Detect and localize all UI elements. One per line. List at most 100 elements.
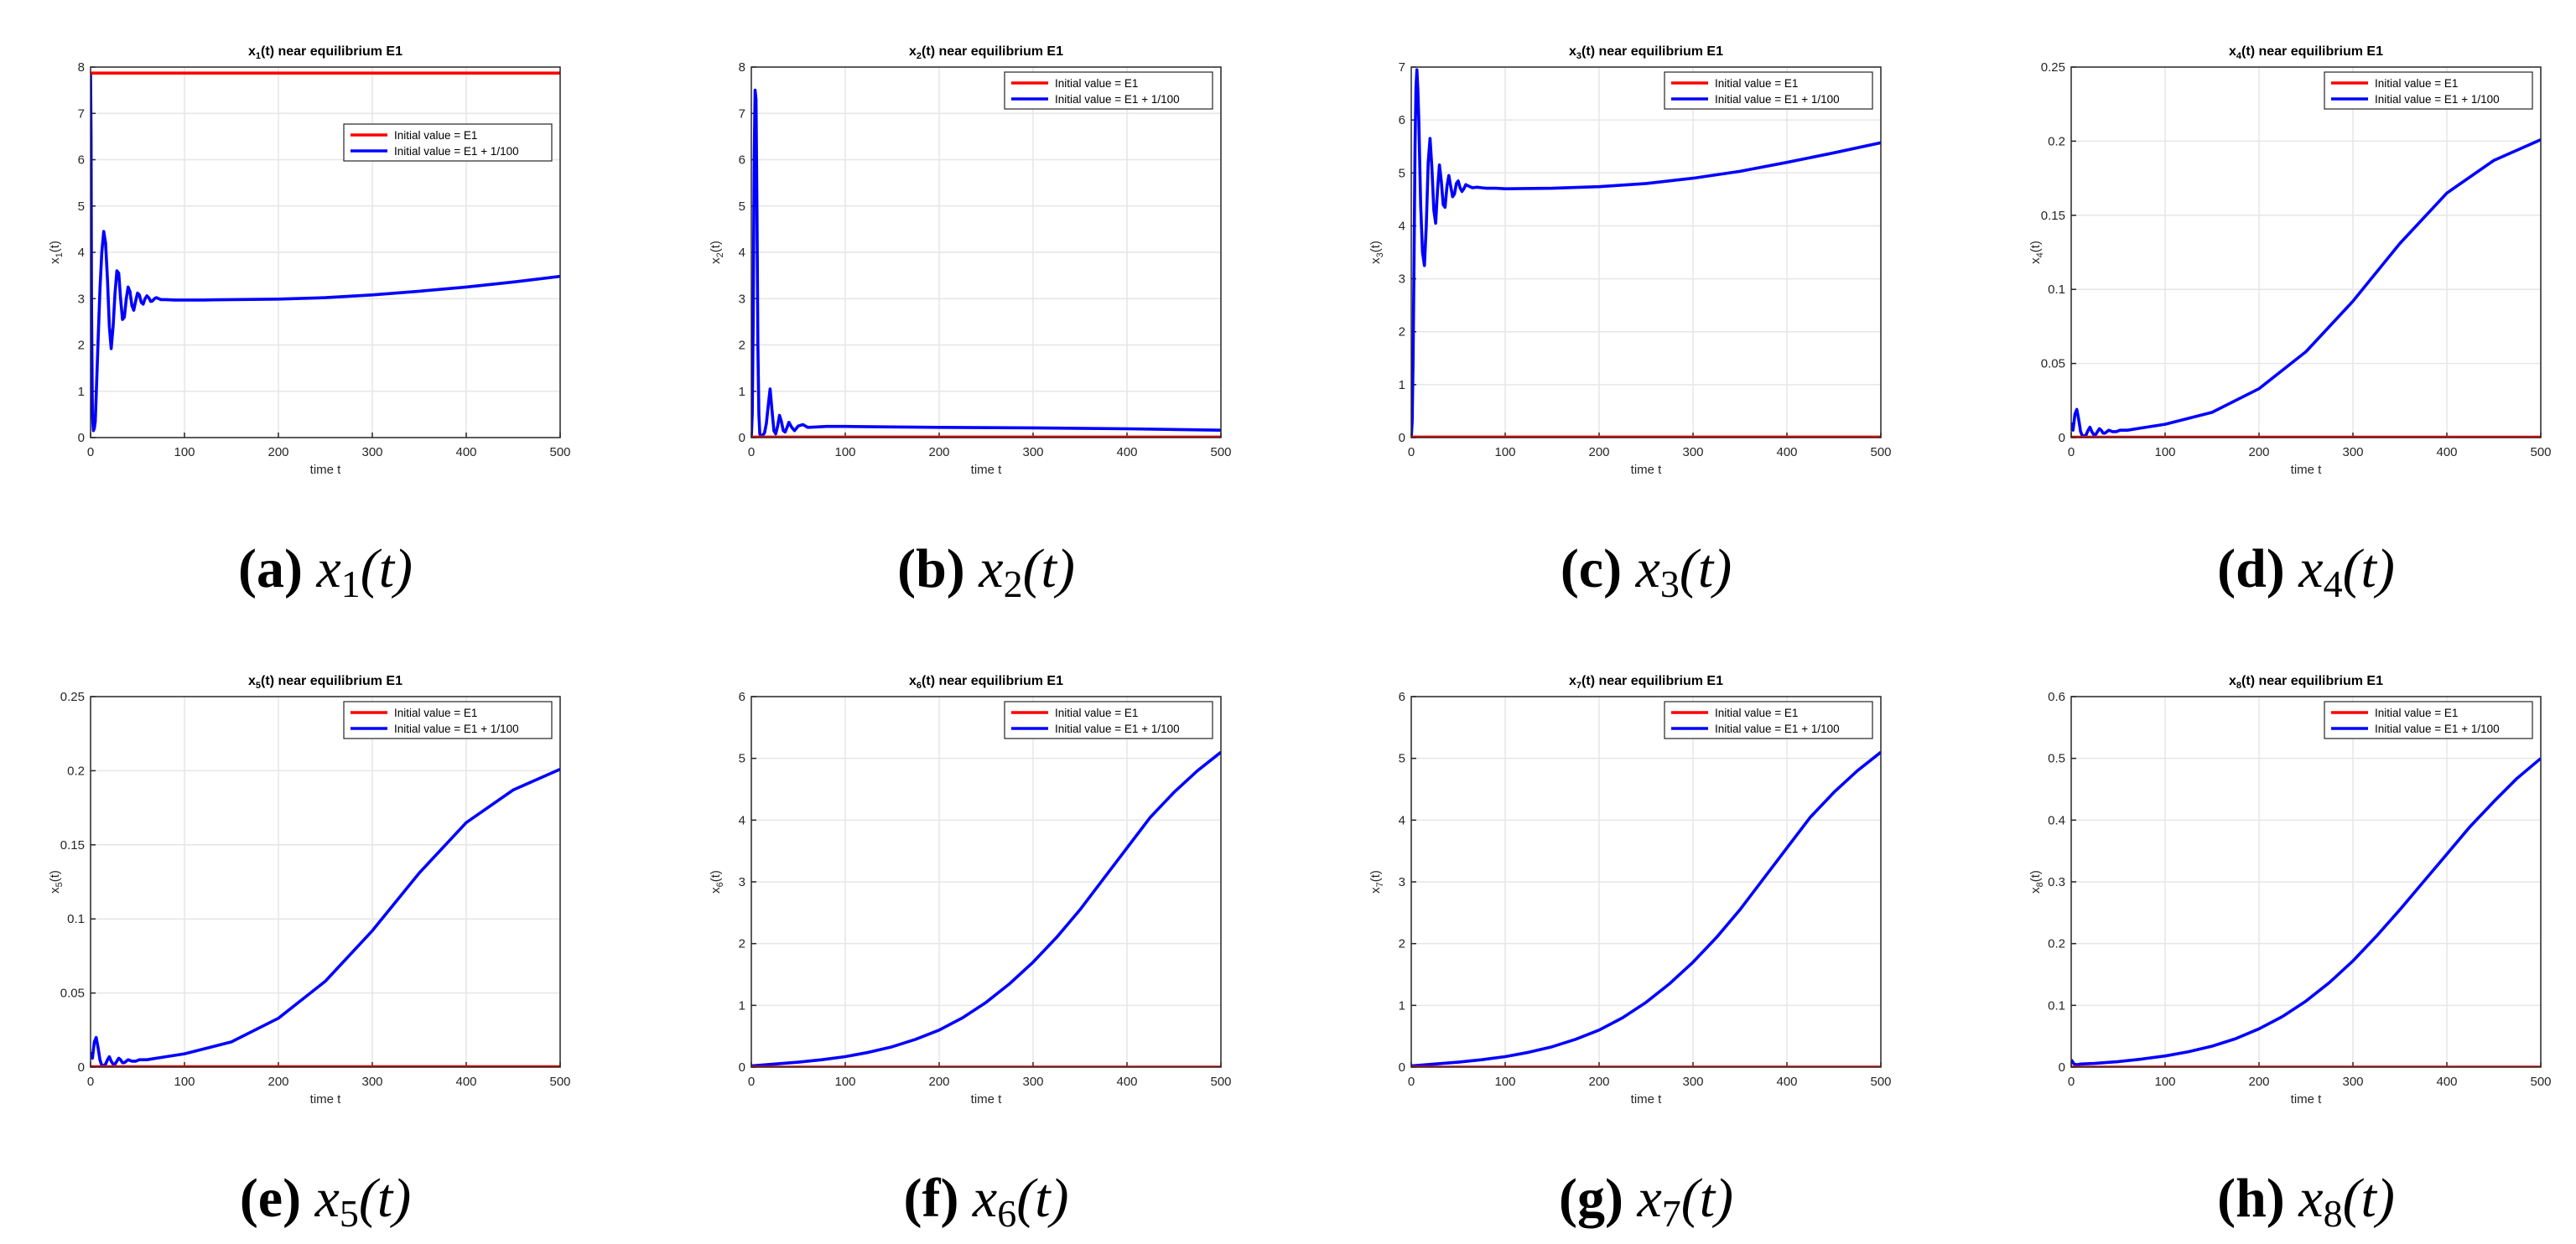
x-axis-label: time t: [310, 1092, 342, 1107]
y-tick-label: 4: [78, 246, 85, 260]
legend: Initial value = E1 Initial value = E1 + 1…: [343, 123, 553, 162]
y-tick-label: 5: [739, 200, 745, 214]
y-tick-label: 0: [1399, 1060, 1405, 1075]
legend: Initial value = E1 Initial value = E1 + 1…: [1004, 71, 1213, 110]
y-tick-label: 4: [739, 813, 745, 827]
y-tick-label: 6: [739, 153, 745, 168]
x-tick-label: 400: [455, 445, 476, 459]
panel-caption: (h) x8(t): [2217, 1168, 2395, 1235]
y-tick-label: 0.1: [67, 912, 85, 926]
chart-panel-8: 0 100 200 300 400 500 0 0.1 0.2 0.3 0.4 0.5 0.6 x8(t)…: [2028, 674, 2552, 1235]
y-tick-label: 0: [2059, 431, 2065, 445]
x-tick-label: 500: [549, 445, 570, 459]
y-axis-label: x1(t): [48, 241, 65, 264]
y-axis-label: x8(t): [2028, 870, 2045, 894]
legend-entry: Initial value = E1: [394, 707, 477, 719]
chart-title: x7(t) near equilibrium E1: [1569, 674, 1723, 691]
chart-panel-4: 0 100 200 300 400 500 0 0.05 0.1 0.15 0.2 0.25 x4(t)…: [2028, 44, 2552, 605]
legend-entry: Initial value = E1 + 1/100: [1715, 93, 1840, 106]
y-tick-label: 0.1: [2048, 282, 2065, 297]
axes-box: [1410, 696, 1882, 1068]
y-tick-label: 2: [1399, 325, 1405, 340]
y-tick-label: 0.2: [2048, 937, 2065, 951]
y-axis-label: x5(t): [48, 870, 65, 894]
x-tick-label: 300: [361, 445, 382, 459]
y-tick-label: 7: [739, 106, 745, 121]
legend-entry: Initial value = E1: [1055, 707, 1138, 719]
chart-panel-6: 0 100 200 300 400 500 0 1 2 3 4 5 6 x6(t) near equili…: [709, 674, 1232, 1235]
y-tick-label: 5: [1399, 752, 1405, 766]
x-tick-label: 0: [87, 1075, 94, 1089]
x-tick-label: 0: [748, 1075, 755, 1089]
axes-box: [1410, 66, 1882, 438]
y-tick-label: 0: [739, 1060, 745, 1075]
legend-box: [343, 123, 553, 162]
x-tick-label: 100: [2154, 445, 2175, 459]
series-line-e1-perturbed: [1411, 750, 1881, 1067]
x-tick-label: 500: [549, 1075, 570, 1089]
legend-entry: Initial value = E1 + 1/100: [2375, 93, 2500, 106]
axes-box: [2070, 696, 2542, 1068]
chart-title: x2(t) near equilibrium E1: [909, 44, 1063, 61]
x-tick-label: 500: [2530, 1075, 2551, 1089]
chart-title: x3(t) near equilibrium E1: [1569, 44, 1723, 61]
x-axis-label: time t: [310, 463, 342, 477]
x-tick-label: 400: [2436, 1075, 2457, 1089]
panel-caption: (c) x3(t): [1561, 538, 1732, 605]
y-tick-label: 1: [739, 385, 745, 399]
y-tick-label: 0.05: [2041, 357, 2065, 371]
x-tick-label: 200: [1588, 1075, 1609, 1089]
x-tick-label: 300: [2342, 445, 2363, 459]
y-tick-label: 0.15: [2041, 209, 2065, 223]
y-tick-label: 6: [1399, 690, 1405, 704]
x-tick-label: 100: [174, 1075, 195, 1089]
x-tick-label: 500: [1210, 445, 1231, 459]
y-tick-label: 0.2: [67, 764, 85, 778]
y-tick-label: 0.6: [2048, 690, 2065, 704]
y-tick-label: 0.4: [2048, 813, 2065, 827]
y-tick-label: 0.15: [60, 838, 85, 853]
legend-entry: Initial value = E1: [1055, 77, 1138, 90]
y-axis-label: x4(t): [2028, 241, 2045, 264]
x-tick-label: 500: [2530, 445, 2551, 459]
panel-caption: (b) x2(t): [897, 538, 1075, 605]
y-tick-label: 0: [2059, 1060, 2065, 1075]
legend: Initial value = E1 Initial value = E1 + 1…: [1664, 71, 1873, 110]
chart-title: x1(t) near equilibrium E1: [248, 44, 402, 61]
y-tick-label: 2: [1399, 937, 1405, 951]
panel-caption: (e) x5(t): [240, 1168, 411, 1235]
y-tick-label: 0: [739, 431, 745, 445]
x-axis-label: time t: [2291, 1092, 2323, 1107]
x-tick-label: 300: [2342, 1075, 2363, 1089]
y-tick-label: 2: [78, 339, 85, 353]
chart-title: x6(t) near equilibrium E1: [909, 674, 1063, 691]
plot-area: [91, 697, 560, 1067]
legend: Initial value = E1 Initial value = E1 + 1…: [2324, 71, 2533, 110]
y-tick-label: 7: [78, 106, 85, 121]
y-tick-label: 1: [78, 385, 85, 399]
y-tick-label: 6: [1399, 113, 1405, 127]
x-tick-label: 300: [1682, 1075, 1703, 1089]
x-tick-label: 0: [748, 445, 755, 459]
x-tick-label: 200: [1588, 445, 1609, 459]
legend-entry: Initial value = E1: [2375, 707, 2458, 719]
x-tick-label: 300: [361, 1075, 382, 1089]
legend-box: [2324, 71, 2533, 110]
series-line-e1-perturbed: [1411, 68, 1881, 438]
x-tick-label: 400: [2436, 445, 2457, 459]
y-tick-label: 0: [78, 431, 85, 445]
legend-entry: Initial value = E1 + 1/100: [1055, 723, 1180, 735]
chart-panel-3: 0 100 200 300 400 500 0 1 2 3 4 5 6 7 x3(t) near equil…: [1368, 44, 1892, 605]
legend-entry: Initial value = E1 + 1/100: [394, 145, 519, 158]
x-tick-label: 0: [1408, 445, 1415, 459]
y-tick-label: 3: [1399, 875, 1405, 889]
axes-box: [90, 66, 561, 438]
y-tick-label: 0.3: [2048, 875, 2065, 889]
x-tick-label: 0: [1408, 1075, 1415, 1089]
series-line-e1-perturbed: [751, 750, 1221, 1067]
legend-entry: Initial value = E1: [1715, 77, 1798, 90]
x-tick-label: 300: [1682, 445, 1703, 459]
panel-caption: (g) x7(t): [1559, 1168, 1733, 1235]
legend-entry: Initial value = E1: [394, 129, 477, 142]
